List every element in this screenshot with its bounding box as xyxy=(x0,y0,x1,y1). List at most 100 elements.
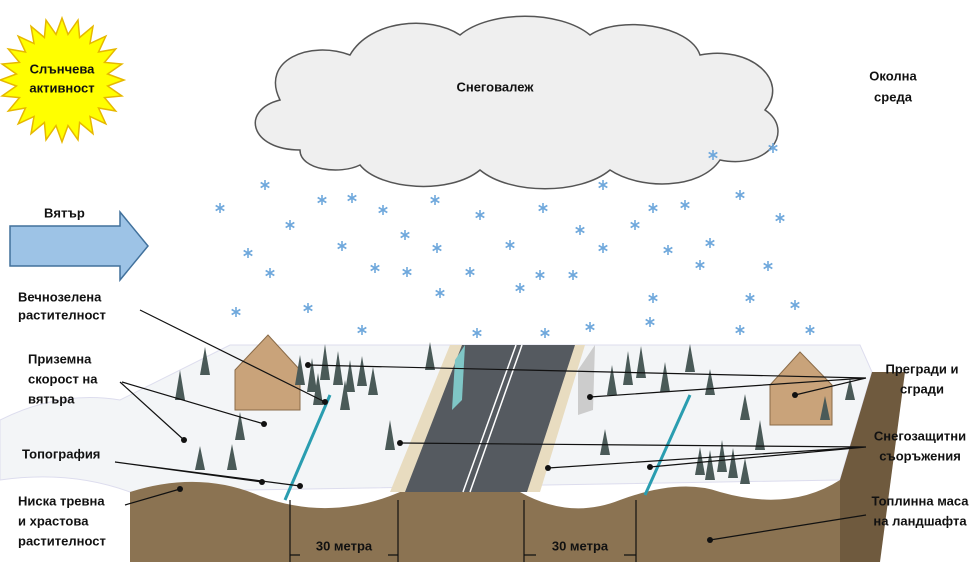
sun: Слънчева активност xyxy=(0,15,127,145)
cloud-label: Снеговалеж xyxy=(456,79,534,94)
snowflake xyxy=(648,204,658,212)
wind-arrow xyxy=(9,209,149,283)
environment-label: Околна xyxy=(869,68,917,83)
tree xyxy=(705,450,715,480)
tree xyxy=(660,362,670,392)
sun-label: активност xyxy=(29,80,94,95)
snowflake xyxy=(538,204,548,212)
snowflake xyxy=(575,226,585,234)
snowflake xyxy=(303,304,313,312)
snowflake xyxy=(265,269,275,277)
tree xyxy=(340,380,350,410)
leader xyxy=(124,488,181,506)
snowflake xyxy=(540,329,550,337)
snowflake xyxy=(630,221,640,229)
cloud-shape xyxy=(254,15,779,190)
left-label: растителност xyxy=(18,533,106,548)
snowflake xyxy=(680,201,690,209)
right-label: съоръжения xyxy=(879,448,961,463)
snowflake xyxy=(432,244,442,252)
label-bg xyxy=(536,537,624,557)
leader xyxy=(139,309,326,403)
snowflake xyxy=(515,284,525,292)
tree xyxy=(820,396,830,420)
tree xyxy=(368,367,378,395)
left-label: скорост на xyxy=(28,371,98,386)
left-label: Ниска тревна xyxy=(18,493,105,508)
tree xyxy=(695,447,705,475)
tree xyxy=(623,351,633,385)
snowflake xyxy=(317,196,327,204)
tree xyxy=(307,358,317,392)
leader-lines xyxy=(114,309,867,543)
snow-fence xyxy=(283,394,332,501)
snowflake xyxy=(768,144,778,152)
snowflake xyxy=(430,196,440,204)
environment-label: среда xyxy=(874,89,913,104)
ground-side xyxy=(840,372,905,562)
snowflakes xyxy=(215,143,815,338)
snowflake xyxy=(695,261,705,269)
snowflake xyxy=(505,241,515,249)
landscape xyxy=(0,334,905,562)
tree xyxy=(345,360,355,392)
tree xyxy=(845,378,855,400)
distance-label: 30 метра xyxy=(316,538,373,553)
snowflake xyxy=(472,329,482,337)
snowflake xyxy=(260,181,270,189)
label-bg xyxy=(300,537,388,557)
snowflake xyxy=(215,204,225,212)
snowflake xyxy=(337,242,347,250)
leader xyxy=(307,364,867,398)
snowflake xyxy=(465,268,475,276)
snowflake xyxy=(735,326,745,334)
tree xyxy=(200,347,210,375)
leader xyxy=(114,461,301,487)
snowflake xyxy=(435,289,445,297)
ground-front xyxy=(130,480,840,562)
snowflake xyxy=(535,271,545,279)
leader xyxy=(399,442,867,469)
snowflake xyxy=(475,211,485,219)
tree xyxy=(295,355,305,385)
barrier xyxy=(452,345,465,410)
right-label: Снегозащитни xyxy=(874,428,966,443)
left-label: вятъра xyxy=(28,391,75,406)
right-label: Топлинна маса xyxy=(871,493,969,508)
tree xyxy=(740,394,750,420)
snowflake xyxy=(378,206,388,214)
left-label: Приземна xyxy=(28,351,92,366)
tree xyxy=(175,370,185,400)
tree xyxy=(385,420,395,450)
right-label: сгради xyxy=(900,381,944,396)
snowflake xyxy=(568,271,578,279)
snowflake xyxy=(790,301,800,309)
snowflake xyxy=(663,246,673,254)
left-label: растителност xyxy=(18,307,106,322)
snowflake xyxy=(708,151,718,159)
snowflake xyxy=(370,264,380,272)
tree xyxy=(235,412,245,440)
tree xyxy=(333,351,343,385)
left-label: Топография xyxy=(22,446,100,461)
snowflake xyxy=(735,191,745,199)
distance-label: 30 метра xyxy=(552,538,609,553)
house xyxy=(769,351,833,426)
snowflake xyxy=(645,318,655,326)
snowflake xyxy=(231,308,241,316)
sun-shape xyxy=(0,15,127,145)
snowflake xyxy=(585,323,595,331)
cloud: Снеговалеж xyxy=(254,15,779,190)
left-label: и храстова xyxy=(18,513,89,528)
tree xyxy=(740,458,750,484)
snowflake xyxy=(598,244,608,252)
leader xyxy=(119,381,265,441)
snowflake xyxy=(648,294,658,302)
tree xyxy=(425,342,435,370)
snowflake xyxy=(745,294,755,302)
tree xyxy=(607,365,617,395)
snowflake xyxy=(763,262,773,270)
right-label: Прегради и xyxy=(886,361,959,376)
snowflake xyxy=(347,194,357,202)
